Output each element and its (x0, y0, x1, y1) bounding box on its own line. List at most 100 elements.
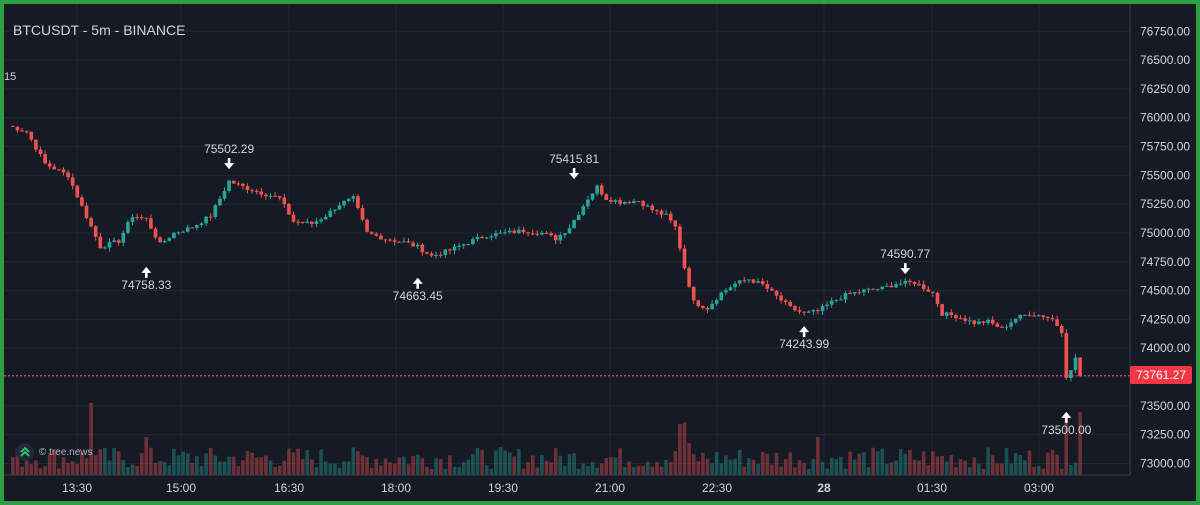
candle (894, 281, 898, 289)
arrow-stem (802, 331, 806, 338)
volume-bar (507, 452, 512, 475)
candle (135, 213, 139, 221)
candle-body (517, 229, 521, 234)
chart-panel[interactable]: 74758.33 75502.29 74663.45 75415.81 74243.99… (4, 4, 1196, 501)
candle-body (130, 217, 135, 223)
volume-bar (751, 459, 756, 475)
candle (397, 240, 402, 243)
candle-body (268, 195, 273, 197)
volume-bar (908, 449, 912, 475)
volume-bar (894, 460, 898, 475)
price-axis: 73000.0073250.0073500.0073750.0074000.00… (1129, 4, 1190, 475)
candle (24, 130, 29, 134)
candle-body (609, 199, 613, 202)
volume-bar (1046, 452, 1050, 475)
candle (489, 233, 494, 241)
volume-bar (1073, 462, 1078, 475)
volume-bar (222, 461, 227, 475)
price-tick-label: 74500.00 (1140, 284, 1190, 298)
candle (1059, 324, 1064, 337)
volume-bar (466, 459, 471, 475)
volume-bar (66, 462, 70, 475)
candle-body (535, 233, 540, 235)
candle-body (93, 226, 98, 237)
annotation-label: 74663.45 (393, 289, 443, 303)
candle-body (388, 239, 392, 241)
arrow-down-icon (569, 173, 580, 180)
candle-body (645, 205, 650, 207)
candle (931, 291, 935, 297)
volume-bar (779, 466, 783, 475)
candlestick-chart[interactable]: 74758.33 75502.29 74663.45 75415.81 74243.99… (4, 4, 1196, 501)
volume-bar (107, 460, 112, 475)
candle (618, 197, 622, 206)
candle-body (135, 217, 139, 219)
candle (356, 194, 360, 211)
candle-body (333, 209, 337, 211)
volume-bar (489, 468, 494, 475)
volume-bar (190, 462, 195, 475)
candle (20, 127, 24, 132)
candle (967, 316, 972, 325)
volume-bar (609, 457, 613, 475)
candle-body (963, 318, 967, 321)
arrow-up-icon (141, 266, 152, 273)
time-tick-label: 21:00 (595, 481, 625, 495)
candle (756, 278, 760, 284)
candle (981, 320, 986, 326)
candle (231, 180, 236, 184)
candle-body (779, 295, 783, 301)
volume-bar (678, 423, 682, 475)
volume-bar (572, 453, 576, 475)
candle-body (328, 210, 333, 217)
candle (972, 320, 977, 328)
candle-body (641, 201, 645, 207)
volume-bar (342, 461, 346, 475)
volume-bar (11, 456, 15, 475)
candle-body (429, 253, 434, 256)
volume-bar (774, 452, 779, 475)
volume-bar (917, 460, 921, 475)
candle-body (411, 242, 415, 247)
candle-body (425, 252, 429, 254)
candle (75, 184, 80, 199)
candle-body (503, 232, 507, 234)
candle-body (52, 166, 57, 170)
volume-bar (931, 451, 935, 475)
candle (158, 236, 162, 243)
candle-body (627, 202, 632, 204)
candle (802, 311, 806, 316)
volume-bar (866, 467, 871, 475)
candle-body (990, 319, 995, 324)
candle (1027, 311, 1032, 317)
candle (365, 218, 369, 233)
time-axis: 13:30 15:00 16:30 18:00 19:30 21:00 22:30 28 01:… (4, 474, 1130, 495)
volume-bar (553, 448, 558, 475)
volume-bar (277, 465, 282, 475)
volume-bar (199, 466, 204, 475)
candle (379, 233, 383, 240)
candle-body (112, 240, 116, 242)
candle-body (834, 300, 839, 302)
volume-bar (549, 462, 553, 475)
volume-bar (34, 460, 38, 475)
candle (89, 216, 93, 228)
candle-body (107, 241, 112, 248)
candle (949, 309, 954, 318)
candle-body (15, 126, 20, 131)
volume-bar (664, 459, 668, 475)
candle-body (875, 289, 880, 291)
candle-body (420, 244, 425, 253)
candle (130, 213, 135, 226)
candle-body (682, 248, 687, 269)
candle-body (264, 194, 268, 197)
volume-bar (24, 460, 29, 475)
candle-body (185, 227, 190, 232)
candle-body (567, 228, 572, 234)
candle (475, 233, 480, 242)
volume-bar (848, 451, 852, 475)
volume-bar (291, 452, 296, 475)
volume-bar (526, 462, 530, 475)
candle (1073, 353, 1078, 374)
volume-bar (429, 468, 434, 475)
